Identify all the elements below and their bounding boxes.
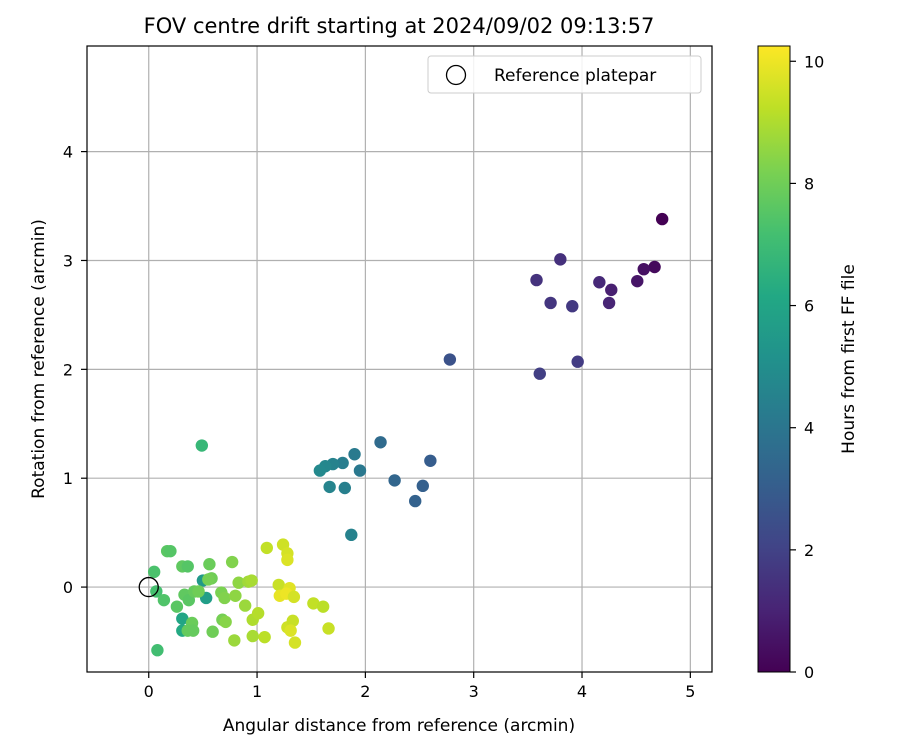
x-tick-label: 1 [252, 682, 262, 701]
scatter-point [258, 630, 271, 644]
x-axis-title: Angular distance from reference (arcmin) [223, 716, 575, 736]
colorbar-gradient [757, 45, 791, 673]
scatter-point [338, 481, 351, 495]
legend: Reference platepar [427, 55, 702, 94]
colorbar-title: Hours from first FF file [839, 264, 859, 454]
scatter-point [251, 607, 265, 620]
scatter-point [348, 448, 361, 461]
x-tick-label: 0 [144, 682, 154, 701]
colorbar-tick-label: 10 [804, 52, 824, 71]
scatter-point [281, 553, 294, 567]
scatter-point [353, 464, 367, 477]
scatter-point [228, 634, 241, 647]
y-axis-title: Rotation from reference (arcmin) [29, 219, 49, 499]
scatter-point [181, 560, 194, 573]
scatter-point [388, 474, 401, 487]
plot-frame [86, 45, 713, 673]
scatter-point [345, 528, 358, 542]
scatter-point [238, 599, 252, 612]
scatter-point [336, 456, 349, 470]
scatter-point [443, 353, 457, 366]
x-tick-label: 2 [360, 682, 370, 701]
scatter-point [245, 574, 258, 587]
scatter-point [287, 590, 301, 604]
scatter-point [307, 597, 320, 610]
scatter-point [219, 615, 232, 629]
scatter-point [655, 212, 669, 226]
scatter-point [631, 274, 644, 288]
scatter-point [313, 464, 327, 477]
scatter-point [229, 589, 242, 602]
scatter-point [602, 296, 616, 310]
grid-lines [87, 46, 712, 672]
scatter-point [409, 494, 422, 508]
scatter-point [424, 454, 437, 467]
scatter-point [637, 262, 650, 276]
scatter-point [218, 591, 231, 605]
scatter-point [416, 479, 429, 493]
scatter-point [286, 614, 300, 628]
scatter-point [593, 276, 606, 289]
colorbar-tick-label: 2 [804, 541, 814, 560]
scatter-point [571, 355, 584, 368]
scatter-point [202, 573, 215, 586]
scatter-point [170, 600, 184, 613]
scatter-point [164, 544, 177, 558]
legend-reference-marker [445, 64, 467, 86]
colorbar-tick-label: 0 [804, 663, 814, 682]
scatter-point [246, 629, 259, 643]
y-tick-label: 2 [63, 360, 73, 379]
x-axis-ticks: 0 1 2 3 4 5 [144, 672, 695, 701]
x-tick-label: 3 [469, 682, 479, 701]
scatter-point [260, 541, 274, 555]
scatter-point [176, 612, 189, 625]
colorbar-ticks: 0 2 4 6 8 10 [790, 52, 824, 682]
scatter-point [288, 636, 302, 649]
scatter-point [316, 600, 330, 613]
scatter-point [232, 576, 245, 589]
scatter-point [150, 585, 163, 598]
scatter-point [186, 624, 200, 637]
scatter-point [544, 296, 557, 310]
scatter-point [195, 439, 209, 452]
reference-marker [138, 576, 159, 598]
scatter-point [322, 622, 335, 635]
scatter-point [554, 253, 567, 266]
y-tick-label: 1 [63, 469, 73, 488]
colorbar-tick-label: 4 [804, 419, 814, 438]
colorbar-tick-label: 6 [804, 297, 814, 316]
scatter-point [284, 624, 297, 637]
y-tick-label: 0 [63, 578, 73, 597]
legend-box [427, 55, 702, 94]
x-tick-label: 5 [685, 682, 695, 701]
scatter-point [530, 273, 543, 287]
scatter-point [192, 585, 205, 598]
scatter-point [157, 593, 171, 607]
scatter-point [566, 299, 579, 313]
legend-label-reference: Reference platepar [494, 66, 656, 86]
reference-platepar-marker [138, 576, 159, 598]
scatter-point [151, 644, 164, 657]
y-tick-label: 3 [63, 251, 73, 270]
colorbar-tick-label: 8 [804, 174, 814, 193]
scatter-point [533, 367, 546, 380]
data-points [147, 212, 669, 657]
scatter-point [203, 558, 216, 571]
scatter-point [147, 565, 161, 579]
scatter-point [648, 260, 661, 274]
scatter-point [272, 578, 285, 592]
y-tick-label: 4 [63, 143, 73, 162]
scatter-point [225, 555, 239, 569]
y-axis-ticks: 0 1 2 3 4 [63, 143, 87, 597]
chart-title: FOV centre drift starting at 2024/09/02 … [144, 14, 655, 38]
x-tick-label: 4 [577, 682, 587, 701]
scatter-point [323, 480, 336, 494]
scatter-point [605, 283, 618, 297]
colorbar: 0 2 4 6 8 10 Hours from first FF file [757, 45, 859, 682]
scatter-point [206, 625, 219, 638]
scatter-point [374, 436, 387, 449]
